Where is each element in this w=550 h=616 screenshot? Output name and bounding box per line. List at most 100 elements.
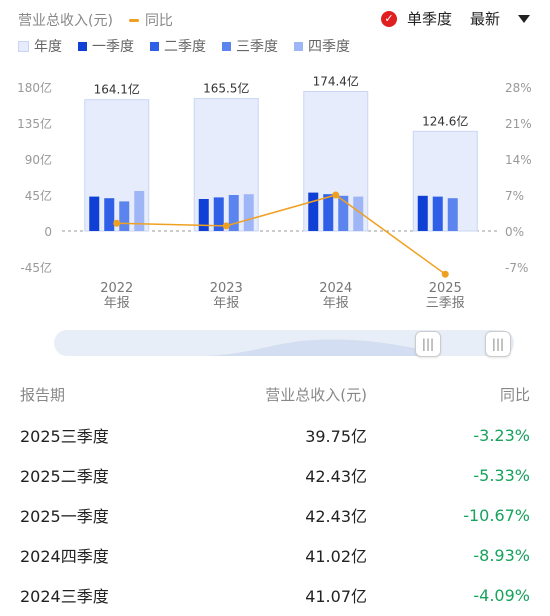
yoy-point [332, 191, 340, 199]
yoy-line-swatch [128, 18, 139, 22]
table-row[interactable]: 2025一季度 42.43亿 -10.67% [0, 495, 550, 535]
table-row[interactable]: 2024三季度 41.07亿 -4.09% [0, 575, 550, 615]
legend-swatch [222, 41, 231, 51]
table-row[interactable]: 2025三季度 39.75亿 -3.23% [0, 415, 550, 455]
quarter-bar [353, 196, 364, 231]
y-left-tick-label: 90亿 [25, 152, 52, 167]
legend-item-q4[interactable]: 四季度 [294, 36, 350, 56]
dropdown-arrow-icon[interactable] [518, 14, 530, 23]
y-right-tick-label: 28% [505, 81, 532, 95]
quarter-bar [447, 198, 458, 231]
cell-revenue: 39.75亿 [305, 427, 367, 446]
x-tick-label: 2022 [100, 281, 133, 296]
revenue-table: 报告期 营业总收入(元) 同比 2025三季度 39.75亿 -3.23% 20… [0, 373, 550, 615]
legend-swatch [78, 41, 87, 51]
y-right-tick-label: -7% [505, 261, 528, 275]
x-tick-label: 2025 [429, 281, 462, 296]
y-left-tick-label: -45亿 [20, 260, 52, 275]
x-tick-label: 2023 [210, 281, 243, 296]
x-tick-label: 2024 [319, 281, 352, 296]
cell-period: 2024四季度 [20, 547, 109, 566]
range-slider[interactable]: ||| ||| [54, 330, 514, 357]
quarter-bar [243, 194, 254, 231]
chart-controls: ✓ 单季度 最新 [380, 8, 530, 29]
table-row[interactable]: 2025二季度 42.43亿 -5.33% [0, 455, 550, 495]
legend-swatch [150, 41, 159, 51]
quarter-bar [417, 195, 428, 231]
yoy-point [441, 270, 449, 278]
quarter-bar [134, 191, 145, 231]
yoy-line [116, 194, 446, 275]
cell-revenue: 41.07亿 [305, 587, 367, 606]
revenue-chart: 180亿 135亿 90亿 45亿 0 -45亿 28% 21% 14% 7% 0% -7% 164.1… [17, 73, 532, 311]
quarter-bar [213, 197, 224, 231]
yoy-point [113, 219, 121, 227]
legend-label: 二季度 [164, 39, 206, 55]
legend-swatch [18, 40, 29, 52]
quarter-bar [308, 192, 319, 231]
quarter-bar [89, 196, 100, 231]
slider-right-handle[interactable]: ||| [485, 331, 511, 357]
cell-yoy: -8.93% [473, 545, 530, 565]
latest-dropdown[interactable]: 最新 [469, 10, 500, 28]
cell-revenue: 42.43亿 [305, 467, 367, 486]
y-left-tick-label: 45亿 [25, 188, 52, 203]
header-yoy: 同比 [499, 385, 530, 404]
cell-yoy: -10.67% [463, 505, 530, 525]
cell-period: 2024三季度 [20, 587, 109, 606]
annual-data-label: 124.6亿 [422, 113, 468, 128]
cell-yoy: -5.33% [473, 465, 530, 485]
annual-data-label: 165.5亿 [203, 81, 249, 96]
quarter-bar [228, 195, 239, 231]
quarter-bar [119, 201, 130, 231]
cell-revenue: 41.02亿 [305, 547, 367, 566]
yoy-label: 同比 [144, 13, 173, 29]
cell-revenue: 42.43亿 [305, 507, 367, 526]
y-right-tick-label: 21% [505, 117, 532, 131]
check-icon[interactable]: ✓ [380, 10, 397, 27]
single-quarter-toggle[interactable]: 单季度 [406, 10, 452, 28]
legend-label: 一季度 [92, 39, 134, 55]
legend-label: 三季度 [236, 39, 278, 55]
metric-label: 营业总收入(元) [18, 13, 113, 29]
quarter-bar [432, 196, 443, 231]
quarter-bar [323, 194, 334, 231]
slider-left-handle[interactable]: ||| [415, 331, 441, 357]
legend-top: 营业总收入(元) 同比 [18, 8, 173, 32]
y-left-tick-label: 180亿 [17, 80, 52, 95]
slider-preview-area [204, 339, 424, 356]
y-right-tick-label: 0% [505, 225, 524, 239]
y-right-tick-label: 7% [505, 189, 524, 203]
cell-yoy: -4.09% [473, 585, 530, 605]
cell-period: 2025三季度 [20, 427, 109, 446]
cell-yoy: -3.23% [473, 425, 530, 445]
x-tick-sublabel: 年报 [104, 296, 130, 311]
slider-preview [204, 339, 424, 356]
legend-label: 年度 [34, 39, 62, 55]
header-revenue: 营业总收入(元) [265, 385, 367, 404]
cell-period: 2025二季度 [20, 467, 109, 486]
table-row[interactable]: 2024四季度 41.02亿 -8.93% [0, 535, 550, 575]
quarter-bar [198, 199, 209, 231]
y-left-tick-label: 135亿 [17, 116, 52, 131]
x-tick-sublabel: 年报 [323, 296, 349, 311]
x-tick-sublabel: 三季报 [426, 296, 465, 311]
annual-data-label: 174.4亿 [313, 73, 359, 88]
table-header: 报告期 营业总收入(元) 同比 [0, 373, 550, 415]
legend-item-q2[interactable]: 二季度 [150, 36, 206, 56]
header-period: 报告期 [20, 385, 66, 404]
y-right-tick-label: 14% [505, 153, 532, 167]
series-legend: 年度 一季度 二季度 三季度 四季度 [18, 36, 350, 56]
legend-item-q1[interactable]: 一季度 [78, 36, 134, 56]
legend-item-q3[interactable]: 三季度 [222, 36, 278, 56]
x-tick-sublabel: 年报 [213, 296, 239, 311]
cell-period: 2025一季度 [20, 507, 109, 526]
yoy-point [222, 222, 230, 230]
legend-item-annual[interactable]: 年度 [18, 36, 62, 56]
quarter-bar [338, 195, 349, 231]
legend-label: 四季度 [308, 39, 350, 55]
annual-data-label: 164.1亿 [94, 82, 140, 97]
y-left-tick-label: 0 [44, 225, 52, 239]
quarter-bar [104, 198, 115, 231]
legend-swatch [294, 41, 303, 51]
